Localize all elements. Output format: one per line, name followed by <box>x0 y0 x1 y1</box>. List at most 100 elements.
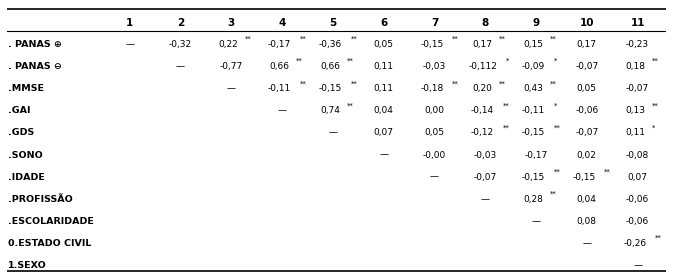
Text: .IDADE: .IDADE <box>8 173 45 182</box>
Text: —: — <box>430 173 439 182</box>
Text: 0,04: 0,04 <box>374 106 394 115</box>
Text: **: ** <box>604 169 611 175</box>
Text: -0,07: -0,07 <box>575 62 598 71</box>
Text: **: ** <box>550 191 557 197</box>
Text: -0,07: -0,07 <box>575 128 598 138</box>
Text: -0,112: -0,112 <box>468 62 497 71</box>
Text: 0,00: 0,00 <box>425 106 444 115</box>
Text: -0,11: -0,11 <box>268 84 291 93</box>
Text: **: ** <box>296 58 303 64</box>
Text: -0,77: -0,77 <box>219 62 243 71</box>
Text: 7: 7 <box>431 18 438 28</box>
Text: . PANAS ⊖: . PANAS ⊖ <box>8 62 62 71</box>
Text: . PANAS ⊕: . PANAS ⊕ <box>8 40 62 49</box>
Text: **: ** <box>452 36 459 42</box>
Text: -0,06: -0,06 <box>626 195 649 204</box>
Text: **: ** <box>351 80 357 86</box>
Text: 3: 3 <box>227 18 235 28</box>
Text: 0,11: 0,11 <box>374 84 394 93</box>
Text: -0,32: -0,32 <box>169 40 192 49</box>
Text: —: — <box>379 150 388 160</box>
Text: -0,12: -0,12 <box>471 128 494 138</box>
Text: 8: 8 <box>482 18 489 28</box>
Text: 0,11: 0,11 <box>625 128 645 138</box>
Text: -0,07: -0,07 <box>474 173 497 182</box>
Text: -0,36: -0,36 <box>318 40 342 49</box>
Text: 0,05: 0,05 <box>425 128 444 138</box>
Text: **: ** <box>503 125 509 131</box>
Text: **: ** <box>299 80 306 86</box>
Text: 0,28: 0,28 <box>524 195 543 204</box>
Text: —: — <box>582 239 592 248</box>
Text: **: ** <box>503 102 509 108</box>
Text: —: — <box>328 128 337 138</box>
Text: 0,17: 0,17 <box>472 40 493 49</box>
Text: 0,04: 0,04 <box>577 195 597 204</box>
Text: 0,22: 0,22 <box>219 40 238 49</box>
Text: **: ** <box>245 36 252 42</box>
Text: **: ** <box>550 80 557 86</box>
Text: 0,15: 0,15 <box>524 40 543 49</box>
Text: 0,66: 0,66 <box>269 62 289 71</box>
Text: -0,15: -0,15 <box>522 128 545 138</box>
Text: .ESCOLARIDADE: .ESCOLARIDADE <box>8 217 94 226</box>
Text: **: ** <box>299 36 306 42</box>
Text: **: ** <box>550 36 557 42</box>
Text: **: ** <box>351 36 357 42</box>
Text: 0,20: 0,20 <box>472 84 493 93</box>
Text: -0,15: -0,15 <box>420 40 444 49</box>
Text: 0,11: 0,11 <box>374 62 394 71</box>
Text: *: * <box>506 58 509 64</box>
Text: 0,05: 0,05 <box>374 40 394 49</box>
Text: 0,07: 0,07 <box>628 173 647 182</box>
Text: 0,02: 0,02 <box>577 150 597 160</box>
Text: -0,23: -0,23 <box>626 40 649 49</box>
Text: —: — <box>277 106 287 115</box>
Text: -0,15: -0,15 <box>318 84 342 93</box>
Text: -0,15: -0,15 <box>522 173 545 182</box>
Text: —: — <box>125 40 134 49</box>
Text: -0,11: -0,11 <box>522 106 545 115</box>
Text: —: — <box>532 217 540 226</box>
Text: 0,18: 0,18 <box>625 62 645 71</box>
Text: -0,03: -0,03 <box>474 150 497 160</box>
Text: 4: 4 <box>279 18 286 28</box>
Text: 6: 6 <box>380 18 387 28</box>
Text: 0,17: 0,17 <box>577 40 597 49</box>
Text: -0,17: -0,17 <box>268 40 291 49</box>
Text: 0,08: 0,08 <box>577 217 597 226</box>
Text: 0,74: 0,74 <box>320 106 340 115</box>
Text: **: ** <box>553 125 560 131</box>
Text: **: ** <box>499 80 506 86</box>
Text: 11: 11 <box>631 18 645 28</box>
Text: **: ** <box>655 235 662 241</box>
Text: **: ** <box>452 80 459 86</box>
Text: 0,66: 0,66 <box>320 62 341 71</box>
Text: .SONO: .SONO <box>8 150 43 160</box>
Text: 10: 10 <box>579 18 594 28</box>
Text: 1.SEXO: 1.SEXO <box>8 261 47 270</box>
Text: -0,17: -0,17 <box>524 150 548 160</box>
Text: .MMSE: .MMSE <box>8 84 44 93</box>
Text: **: ** <box>553 169 560 175</box>
Text: .GDS: .GDS <box>8 128 34 138</box>
Text: .GAI: .GAI <box>8 106 30 115</box>
Text: -0,14: -0,14 <box>471 106 494 115</box>
Text: *: * <box>651 125 655 131</box>
Text: **: ** <box>651 102 658 108</box>
Text: -0,26: -0,26 <box>623 239 647 248</box>
Text: 0,05: 0,05 <box>577 84 597 93</box>
Text: -0,09: -0,09 <box>522 62 545 71</box>
Text: 2: 2 <box>177 18 184 28</box>
Text: *: * <box>553 58 557 64</box>
Text: -0,00: -0,00 <box>423 150 446 160</box>
Text: —: — <box>481 195 490 204</box>
Text: 0,43: 0,43 <box>524 84 543 93</box>
Text: *: * <box>553 102 557 108</box>
Text: **: ** <box>499 36 506 42</box>
Text: —: — <box>227 84 236 93</box>
Text: **: ** <box>347 102 353 108</box>
Text: -0,08: -0,08 <box>626 150 649 160</box>
Text: **: ** <box>651 58 658 64</box>
Text: -0,03: -0,03 <box>423 62 446 71</box>
